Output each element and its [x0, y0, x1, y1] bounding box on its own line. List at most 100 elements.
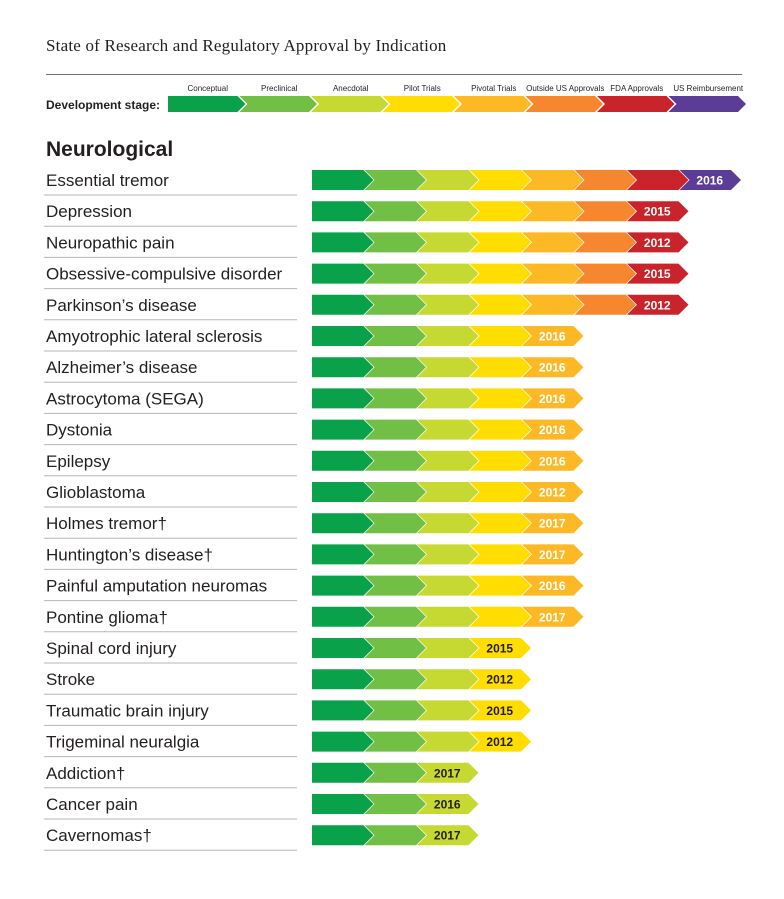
stage-chevron [522, 232, 584, 253]
indication-label: Glioblastoma [46, 483, 146, 502]
stage-chevron [417, 294, 479, 315]
stage-legend-chevron [454, 96, 532, 112]
year-label: 2016 [539, 392, 566, 406]
stage-chevron [627, 263, 689, 284]
year-label: 2016 [539, 330, 566, 344]
stage-chevron [469, 669, 531, 690]
stage-chevron [417, 513, 479, 534]
year-label: 2015 [644, 205, 671, 219]
stage-chevron [522, 575, 584, 596]
indication-label: Epilepsy [46, 452, 111, 471]
indication-label: Parkinson’s disease [46, 296, 197, 315]
year-label: 2017 [539, 610, 566, 624]
stage-chevron [364, 263, 426, 284]
stage-label: Outside US Approvals [526, 84, 604, 93]
stage-chevron [417, 326, 479, 346]
chart-title: State of Research and Regulatory Approva… [46, 36, 447, 55]
indication-label: Depression [46, 202, 132, 221]
stage-chevron [522, 482, 584, 502]
year-label: 2017 [539, 548, 566, 562]
stage-chevron [574, 170, 636, 190]
year-label: 2016 [696, 174, 723, 188]
stage-chevron [522, 326, 584, 346]
stage-chevron [364, 201, 426, 222]
year-label: 2017 [434, 829, 461, 843]
stage-chevron [364, 825, 426, 846]
stage-chevron [364, 388, 426, 409]
stage-chevron [417, 762, 479, 783]
stage-chevron [469, 294, 531, 315]
stage-legend-chevron [311, 96, 389, 112]
stage-chevron [364, 513, 426, 534]
stage-chevron [364, 638, 426, 658]
stage-chevron [574, 263, 636, 284]
stage-chevron [312, 669, 374, 690]
stage-chevron [417, 482, 479, 502]
stage-chevron [574, 201, 636, 222]
stage-chevron [312, 450, 374, 471]
stage-chevron [417, 232, 479, 253]
stage-label: Anecdotal [333, 84, 369, 93]
stage-chevron [364, 669, 426, 690]
indication-label: Astrocytoma (SEGA) [46, 389, 204, 408]
stage-chevron [364, 606, 426, 627]
year-label: 2012 [644, 236, 671, 250]
year-label: 2017 [539, 517, 566, 531]
indication-label: Dystonia [46, 421, 113, 440]
stage-chevron [522, 388, 584, 409]
year-label: 2016 [539, 361, 566, 375]
stage-chevron [312, 388, 374, 409]
stage-chevron [469, 482, 531, 502]
stage-chevron [522, 263, 584, 284]
stage-chevron [417, 388, 479, 409]
stage-chevron [312, 762, 374, 783]
indication-label: Huntington’s disease† [46, 545, 213, 564]
stage-chevron [469, 388, 531, 409]
stage-label: Conceptual [188, 84, 229, 93]
stage-chevron [522, 513, 584, 534]
stage-chevron [522, 294, 584, 315]
stage-chevron [364, 544, 426, 565]
stage-chevron [312, 513, 374, 534]
indication-label: Cavernomas† [46, 826, 152, 845]
stage-chevron [312, 294, 374, 315]
stage-chevron [312, 357, 374, 378]
stage-chevron [469, 326, 531, 346]
stage-chevron [364, 419, 426, 440]
stage-chevron [522, 170, 584, 190]
stage-chevron [312, 638, 374, 658]
stage-chevron [312, 326, 374, 346]
stage-chevron [364, 232, 426, 253]
stage-chevron [417, 638, 479, 658]
section-title: Neurological [46, 138, 173, 161]
stage-legend-chevron [668, 96, 746, 112]
stage-chevron [469, 606, 531, 627]
stage-chevron [469, 263, 531, 284]
stage-chevron [574, 232, 636, 253]
stage-chevron [312, 232, 374, 253]
indication-label: Stroke [46, 670, 95, 689]
stage-chevron [417, 419, 479, 440]
stage-chevron [312, 482, 374, 502]
indication-label: Alzheimer’s disease [46, 358, 198, 377]
stage-chevron [417, 263, 479, 284]
indication-label: Essential tremor [46, 171, 169, 190]
stage-chevron [417, 825, 479, 846]
stage-legend-chevron [525, 96, 603, 112]
stage-chevron [469, 170, 531, 190]
stage-chevron [312, 419, 374, 440]
stage-chevron [469, 544, 531, 565]
stage-chevron [417, 450, 479, 471]
stage-chevron [312, 825, 374, 846]
stage-chevron [574, 294, 636, 315]
stage-chevron [522, 419, 584, 440]
stage-chevron [469, 201, 531, 222]
stage-chevron [469, 357, 531, 378]
stage-chevron [522, 544, 584, 565]
stage-chevron [312, 170, 374, 190]
stage-chevron [417, 700, 479, 721]
year-label: 2012 [644, 298, 671, 312]
stage-chevron [417, 606, 479, 627]
indication-label: Spinal cord injury [46, 639, 177, 658]
